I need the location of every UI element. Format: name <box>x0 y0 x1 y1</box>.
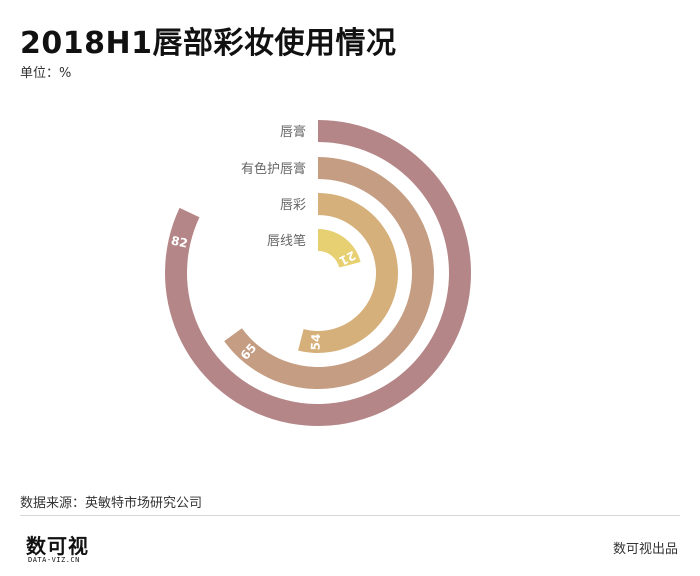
unit-label: 单位：% <box>20 66 72 81</box>
category-label-2: 有色护唇膏 <box>241 161 306 177</box>
footer-divider <box>20 515 680 516</box>
category-label-4: 唇线笔 <box>267 233 306 249</box>
ring-bar-4 <box>318 229 361 268</box>
category-label-3: 唇彩 <box>280 198 306 213</box>
value-label-3: 54 <box>309 333 324 350</box>
data-source: 数据来源：英敏特市场研究公司 <box>20 496 203 511</box>
value-label-1: 82 <box>170 233 189 250</box>
ring-bar-3 <box>298 193 398 353</box>
logo-wordmark: 数可视 <box>26 534 89 558</box>
brand-logo: 数可视 DATA-VIZ.CN <box>20 530 90 568</box>
logo-domain: DATA-VIZ.CN <box>28 556 80 564</box>
value-label-4: 21 <box>337 248 358 268</box>
credit-text: 数可视出品 <box>612 542 678 557</box>
page-title: 2018H1唇部彩妆使用情况 <box>20 26 397 61</box>
category-label-1: 唇膏 <box>280 124 306 140</box>
